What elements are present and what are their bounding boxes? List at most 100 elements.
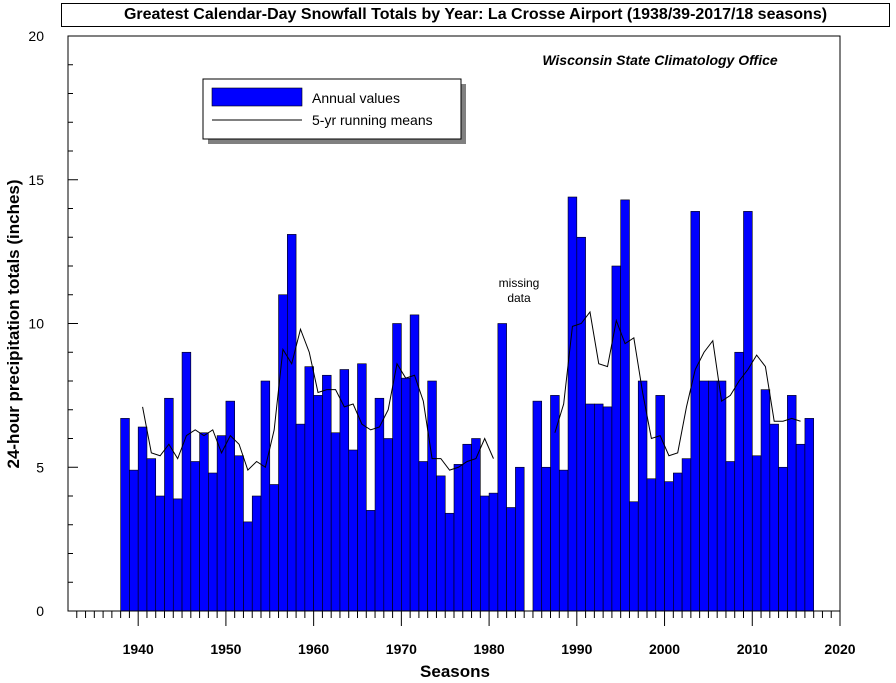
bar-1960 xyxy=(304,366,314,612)
bar-1948 xyxy=(199,432,209,612)
bar-1958 xyxy=(287,234,297,612)
legend-label-annual: Annual values xyxy=(312,90,400,106)
bar-1986 xyxy=(532,400,543,612)
legend: Annual values 5-yr running means xyxy=(202,78,466,144)
x-tick-label: 2000 xyxy=(649,641,680,657)
bar-1942 xyxy=(146,458,157,612)
chart-title: Greatest Calendar-Day Snowfall Totals by… xyxy=(61,3,890,27)
bar-1947 xyxy=(190,461,200,612)
bar-1966 xyxy=(357,363,367,612)
bar-1965 xyxy=(348,449,358,612)
bar-2001 xyxy=(664,481,674,612)
bar-1949 xyxy=(208,472,218,612)
bar-1983 xyxy=(506,507,516,612)
x-tick-label: 1980 xyxy=(474,641,505,657)
bar-1957 xyxy=(278,294,288,612)
bar-2003 xyxy=(681,458,692,612)
bar-1977 xyxy=(453,464,464,612)
bar-1939 xyxy=(120,418,130,612)
legend-swatch-bar xyxy=(211,87,303,107)
bar-2017 xyxy=(804,418,814,612)
bar-1988 xyxy=(550,395,560,612)
bar-1950 xyxy=(216,435,227,612)
x-tick-label: 1950 xyxy=(210,641,241,657)
bar-1955 xyxy=(260,380,271,612)
bar-1979 xyxy=(471,438,481,612)
bar-1978 xyxy=(462,443,472,612)
bar-2000 xyxy=(655,395,665,612)
y-tick-label: 0 xyxy=(36,603,44,619)
missing-data-annotation-line2: data xyxy=(507,291,531,305)
bar-2009 xyxy=(734,351,744,612)
bar-1956 xyxy=(269,484,279,612)
bar-2008 xyxy=(725,461,736,612)
bar-1969 xyxy=(383,438,393,612)
legend-label-running-mean: 5-yr running means xyxy=(312,112,433,128)
bar-1975 xyxy=(436,475,446,612)
bar-2005 xyxy=(699,380,709,612)
x-tick-label: 1970 xyxy=(386,641,417,657)
bar-1945 xyxy=(172,498,183,612)
bar-1982 xyxy=(497,323,507,612)
bar-1987 xyxy=(541,466,551,612)
bar-series xyxy=(120,196,814,612)
source-note: Wisconsin State Climatology Office xyxy=(542,52,778,68)
bar-1997 xyxy=(629,501,639,612)
bar-1968 xyxy=(374,397,385,612)
bar-2006 xyxy=(708,380,718,612)
bar-1941 xyxy=(137,426,148,612)
bar-1943 xyxy=(155,495,165,612)
running-mean-line-segment-2 xyxy=(554,310,801,457)
y-tick-label: 5 xyxy=(36,459,44,475)
bar-2002 xyxy=(673,472,683,612)
bar-1952 xyxy=(234,455,244,612)
bar-1971 xyxy=(401,377,411,612)
running-mean-series xyxy=(142,310,801,472)
bar-2014 xyxy=(778,466,788,612)
y-tick-label: 20 xyxy=(28,28,44,44)
bar-1946 xyxy=(181,351,192,612)
bar-1984 xyxy=(515,466,525,612)
y-axis: 0 5 10 15 20 xyxy=(28,28,78,619)
bar-1967 xyxy=(365,510,376,612)
bar-1973 xyxy=(418,461,428,612)
bar-2013 xyxy=(769,423,779,612)
bar-1974 xyxy=(427,380,437,612)
bar-1995 xyxy=(611,265,621,612)
x-axis: 1940 1950 1960 1970 1980 1990 2000 2010 2020 xyxy=(76,611,856,657)
x-tick-label: 1960 xyxy=(298,641,329,657)
y-tick-label: 10 xyxy=(28,316,44,332)
bar-1992 xyxy=(585,403,595,612)
bar-1959 xyxy=(295,423,306,612)
bar-1991 xyxy=(576,236,586,612)
bar-1980 xyxy=(480,495,490,612)
x-tick-label: 1940 xyxy=(123,641,154,657)
bar-1989 xyxy=(558,469,569,612)
bar-1993 xyxy=(594,403,604,612)
y-axis-label: 24-hour precipitation totals (inches) xyxy=(4,179,23,468)
bar-1994 xyxy=(602,406,613,612)
bar-2012 xyxy=(760,389,771,612)
bar-1953 xyxy=(243,521,253,612)
bar-1999 xyxy=(646,478,657,612)
bar-2015 xyxy=(787,395,797,612)
bar-1961 xyxy=(313,395,323,612)
bar-1970 xyxy=(392,323,402,612)
bar-1962 xyxy=(322,374,332,612)
bar-1963 xyxy=(330,432,341,612)
bar-2007 xyxy=(716,380,727,612)
bar-1998 xyxy=(637,380,648,612)
bar-1954 xyxy=(251,495,262,612)
bar-1996 xyxy=(620,199,630,612)
y-tick-label: 15 xyxy=(28,172,44,188)
bar-1951 xyxy=(225,400,235,612)
bar-1944 xyxy=(164,397,174,612)
bar-2004 xyxy=(690,211,700,612)
bar-1976 xyxy=(444,512,455,612)
bar-1972 xyxy=(409,314,420,612)
bar-1990 xyxy=(567,196,578,612)
bar-1940 xyxy=(129,469,139,612)
bar-2011 xyxy=(751,455,762,612)
x-tick-label: 2020 xyxy=(824,641,855,657)
